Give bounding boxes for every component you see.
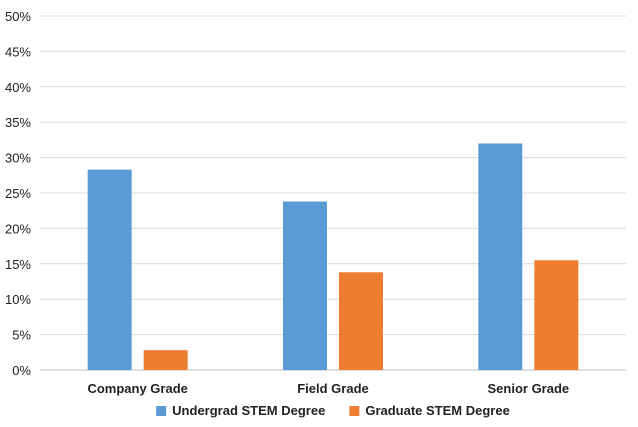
legend-label: Graduate STEM Degree bbox=[365, 403, 510, 418]
y-axis-tick-labels: 0% 5% 10% 15% 20% 25% 30% 35% 40% 45% 50% bbox=[5, 9, 31, 378]
x-category-label: Field Grade bbox=[297, 381, 369, 396]
bar-graduate-senior-grade bbox=[534, 260, 579, 370]
y-tick-label: 10% bbox=[5, 292, 31, 307]
y-tick-label: 35% bbox=[5, 115, 31, 130]
x-category-label: Senior Grade bbox=[488, 381, 570, 396]
y-tick-label: 50% bbox=[5, 9, 31, 24]
gridlines bbox=[40, 15, 626, 371]
bars bbox=[87, 143, 579, 370]
y-tick-label: 25% bbox=[5, 186, 31, 201]
y-tick-label: 30% bbox=[5, 151, 31, 166]
legend-swatch bbox=[349, 406, 360, 416]
bar-undergrad-field-grade bbox=[283, 201, 327, 370]
bar-undergrad-senior-grade bbox=[478, 143, 523, 370]
x-axis-category-labels: Company Grade Field Grade Senior Grade bbox=[87, 381, 569, 396]
bar-graduate-company-grade bbox=[143, 350, 188, 370]
y-tick-label: 15% bbox=[5, 257, 31, 272]
y-tick-label: 5% bbox=[12, 328, 31, 343]
bar-graduate-field-grade bbox=[339, 272, 383, 370]
y-tick-label: 0% bbox=[12, 363, 31, 378]
legend-label: Undergrad STEM Degree bbox=[172, 403, 325, 418]
y-tick-label: 20% bbox=[5, 221, 31, 236]
bar-undergrad-company-grade bbox=[87, 169, 132, 370]
x-category-label: Company Grade bbox=[87, 381, 187, 396]
legend: Undergrad STEM Degree Graduate STEM Degre… bbox=[156, 403, 510, 418]
y-tick-label: 45% bbox=[5, 44, 31, 59]
y-tick-label: 40% bbox=[5, 80, 31, 95]
legend-swatch bbox=[156, 406, 167, 416]
